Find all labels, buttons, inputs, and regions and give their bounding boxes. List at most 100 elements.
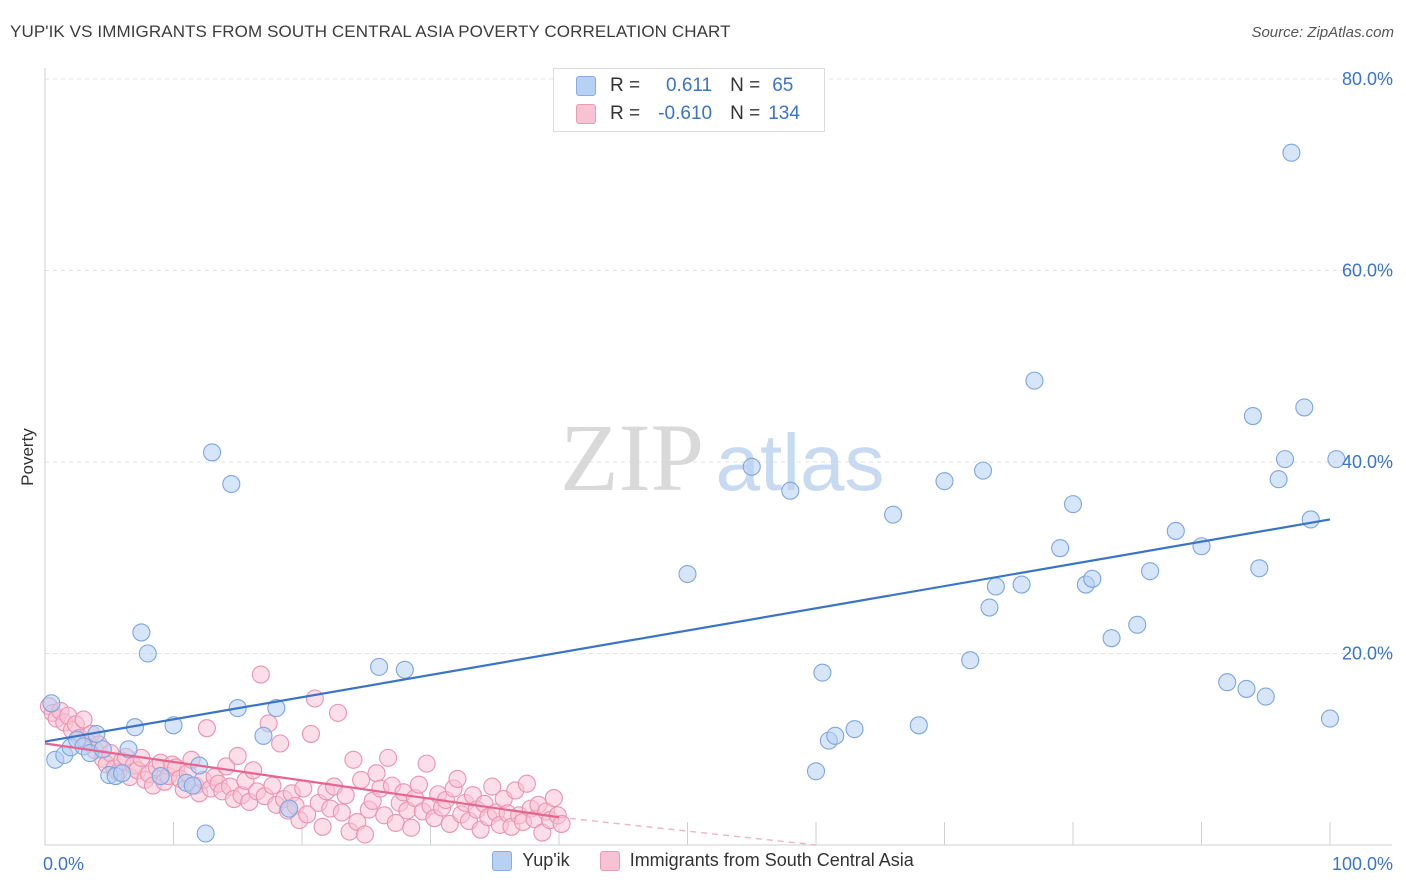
point-yupik [203,443,222,462]
point-yupik [119,740,138,759]
point-yupik [1282,143,1301,162]
legend: Yup'ik Immigrants from South Central Asi… [0,850,1406,871]
point-yupik [138,644,157,663]
y-tick-label: 40.0% [1342,452,1393,472]
point-immigrants [352,770,371,789]
point-immigrants [417,754,436,773]
point-immigrants [409,775,428,794]
point-yupik [935,472,954,491]
r-label: R = [610,103,641,124]
point-immigrants [313,817,332,836]
point-yupik [1166,521,1185,540]
point-yupik [1327,450,1346,469]
point-yupik [1025,371,1044,390]
point-immigrants [344,750,363,769]
point-immigrants [197,719,216,738]
point-yupik [806,762,826,781]
watermark-atlas: atlas [716,418,885,507]
grid-lines [45,78,1392,654]
point-yupik [370,657,389,676]
point-yupik [132,623,151,642]
point-yupik [222,474,241,494]
legend-item-immigrants[interactable]: Immigrants from South Central Asia [599,850,914,871]
stats-swatch-blue [576,76,596,96]
point-yupik [280,799,299,818]
point-immigrants [544,789,563,808]
point-yupik [1051,539,1070,558]
point-yupik [678,564,697,584]
point-yupik [183,776,202,795]
point-yupik [1320,709,1340,728]
point-immigrants [251,665,270,684]
n-value-yupik: 65 [772,75,794,96]
point-immigrants [271,734,290,753]
stats-row-yupik: R = 0.611 N = 65 [576,75,793,97]
legend-label-immigrants: Immigrants from South Central Asia [629,850,914,870]
stats-box: R = 0.611 N = 65 R = -0.610 N = 134 [553,68,825,132]
point-yupik [973,461,993,480]
point-yupik [1256,687,1275,706]
point-yupik [826,726,845,745]
point-immigrants [552,814,571,833]
x-tick-label-min: 0.0% [43,854,84,874]
point-yupik [909,716,928,735]
point-yupik [1250,559,1269,578]
point-immigrants [263,776,282,795]
point-immigrants [448,769,467,788]
point-yupik [845,720,864,739]
trend-line-yupik [44,518,1331,743]
point-immigrants [328,703,348,722]
point-immigrants [305,689,324,708]
axis-labels: 20.0% 40.0% 60.0% 80.0% 0.0% 100.0% Poverty [18,69,1393,874]
n-label: N = [730,103,761,124]
n-value-immigrants: 134 [768,103,800,124]
legend-swatch-blue [492,850,513,871]
point-immigrants [332,803,351,822]
point-yupik [113,764,132,783]
point-yupik [1275,450,1295,469]
point-yupik [1269,470,1288,489]
y-axis-label: Poverty [18,428,37,486]
point-yupik [781,481,800,500]
point-yupik [1237,679,1256,698]
watermark-zip: ZIP [560,404,704,511]
point-immigrants [379,748,398,767]
point-yupik [93,740,112,759]
r-value-yupik: 0.611 [665,75,713,96]
point-yupik [1128,615,1147,634]
r-label: R = [610,75,641,96]
stats-swatch-pink [576,104,596,124]
chart-title: YUP'IK VS IMMIGRANTS FROM SOUTH CENTRAL … [10,22,731,41]
point-yupik [1012,575,1031,594]
x-tick-label-max: 100.0% [1332,854,1393,874]
point-yupik [1102,629,1121,648]
legend-label-yupik: Yup'ik [522,850,570,870]
point-yupik [980,598,999,617]
point-yupik [1243,406,1262,426]
point-yupik [1083,569,1102,588]
point-immigrants [367,764,386,783]
n-label: N = [730,75,761,96]
point-immigrants [228,746,247,766]
r-value-immigrants: -0.610 [658,103,713,124]
y-tick-label: 20.0% [1342,644,1393,664]
point-immigrants [517,774,536,793]
legend-swatch-pink [599,850,620,871]
trend-line-immigrants [44,742,560,819]
y-tick-label: 80.0% [1342,69,1393,89]
trend-lines [44,518,1331,846]
source-credit: Source: ZipAtlas.com [1251,24,1394,41]
point-immigrants [483,777,502,796]
point-immigrants [301,724,321,743]
point-yupik [1141,562,1160,581]
point-immigrants [402,818,421,837]
point-immigrants [336,786,355,805]
point-yupik [254,726,273,745]
point-yupik [813,663,832,682]
point-yupik [742,457,761,476]
point-yupik [395,660,414,679]
point-yupik [267,699,286,718]
point-yupik [986,577,1005,596]
legend-item-yupik[interactable]: Yup'ik [492,850,570,871]
